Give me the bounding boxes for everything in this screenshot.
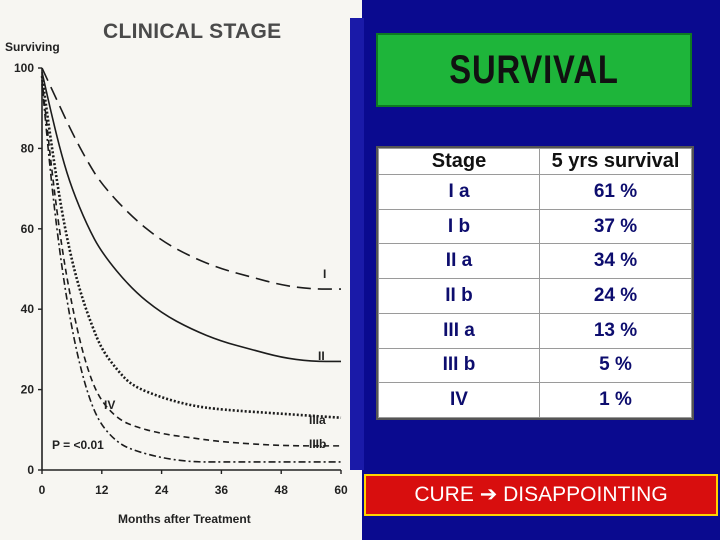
- header-stage: Stage: [378, 148, 540, 175]
- table-row: III a 13 %: [378, 312, 692, 349]
- y-tick-label: 60: [21, 222, 35, 236]
- slide-title: SURVIVAL: [449, 48, 619, 92]
- survival-cell: 5 %: [539, 347, 692, 384]
- y-tick-label: 0: [27, 463, 34, 477]
- chart-title: CLINICAL STAGE: [103, 20, 282, 43]
- survival-chart-panel: 0 20 40 60 80 100 0 12 24 36 48 60 I II IIIa IIIb IV CLI…: [5, 20, 348, 526]
- stage-cell: I b: [378, 208, 540, 245]
- series-label-ii: II: [318, 349, 325, 363]
- banner-left: CURE: [414, 483, 474, 506]
- series-line-iv: [41, 84, 341, 463]
- table-header-row: Stage 5 yrs survival: [378, 148, 692, 175]
- survival-cell: 34 %: [539, 243, 692, 280]
- survival-cell: 61 %: [539, 174, 692, 210]
- stage-cell: II a: [378, 243, 540, 280]
- series-label-i: I: [323, 267, 326, 281]
- x-axis-label: Months after Treatment: [118, 512, 251, 526]
- table-row: III b 5 %: [378, 347, 692, 384]
- series-line-iiia: [40, 75, 342, 420]
- p-value-annotation: P = <0.01: [52, 438, 104, 452]
- x-tick-label: 48: [275, 483, 289, 497]
- slide-edge: [350, 18, 364, 470]
- table-row: I b 37 %: [378, 208, 692, 245]
- series-line-i: [41, 67, 341, 290]
- table-row: I a 61 %: [378, 174, 692, 210]
- x-tick-label: 0: [39, 483, 46, 497]
- series-line-ii: [41, 71, 341, 363]
- stage-cell: III b: [378, 347, 540, 384]
- table-row: II b 24 %: [378, 278, 692, 314]
- series-label-iv: IV: [104, 398, 115, 412]
- slide-bottom-stripe: [362, 518, 720, 540]
- table-row: IV 1 %: [378, 382, 692, 418]
- slide-title-box: SURVIVAL: [376, 33, 692, 107]
- banner-right: DISAPPOINTING: [503, 483, 668, 506]
- y-tick-label: 40: [21, 302, 35, 316]
- x-tick-label: 60: [334, 483, 348, 497]
- conclusion-text: CURE ➔ DISAPPOINTING: [366, 476, 716, 514]
- x-tick-label: 24: [155, 483, 169, 497]
- y-tick-label: 100: [14, 61, 34, 75]
- survival-slide: SURVIVAL Stage 5 yrs survival I a 61 % I: [350, 0, 720, 540]
- series-label-iiia: IIIa: [309, 413, 326, 427]
- stage-cell: I a: [378, 174, 540, 210]
- survival-cell: 13 %: [539, 312, 692, 349]
- y-axis-label: Surviving: [5, 40, 60, 54]
- stage-cell: III a: [378, 312, 540, 349]
- stage-cell: II b: [378, 278, 540, 314]
- y-tick-label: 80: [21, 141, 35, 155]
- y-tick-label: 20: [21, 383, 35, 397]
- table-row: II a 34 %: [378, 243, 692, 280]
- arrow-right-icon: ➔: [479, 483, 498, 506]
- series-label-iiib: IIIb: [309, 437, 326, 451]
- survival-cell: 37 %: [539, 208, 692, 245]
- survival-cell: 1 %: [539, 382, 692, 418]
- survival-cell: 24 %: [539, 278, 692, 314]
- x-tick-label: 12: [95, 483, 109, 497]
- x-tick-label: 36: [215, 483, 229, 497]
- conclusion-banner: CURE ➔ DISAPPOINTING: [364, 474, 718, 516]
- header-survival: 5 yrs survival: [539, 148, 692, 175]
- stage-cell: IV: [378, 382, 540, 418]
- survival-table: Stage 5 yrs survival I a 61 % I b 37 % I…: [376, 146, 694, 420]
